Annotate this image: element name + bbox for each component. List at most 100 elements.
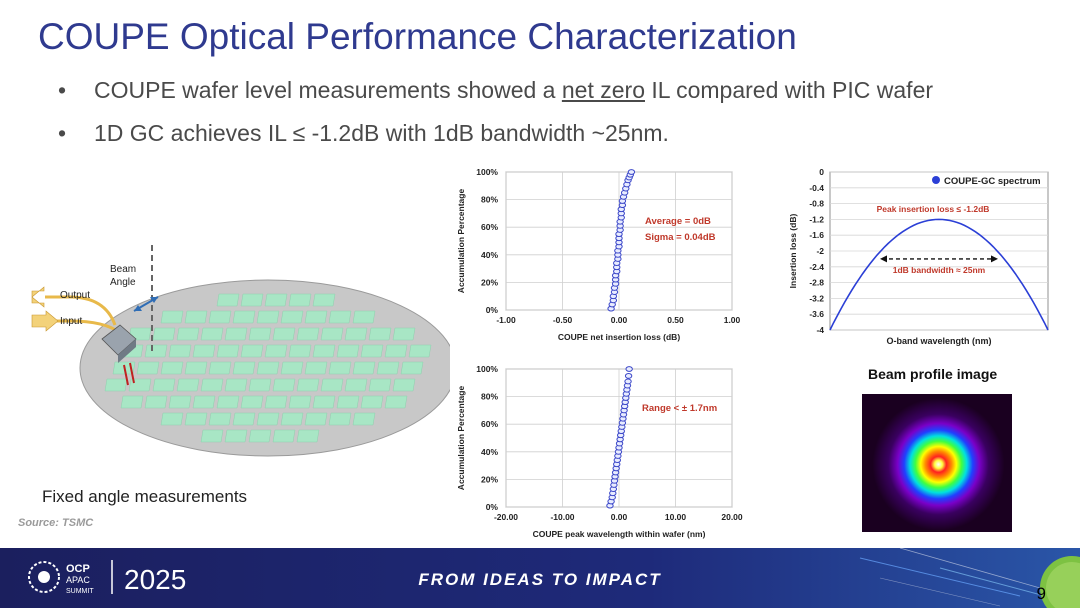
beam-label: Beam (110, 264, 136, 275)
slide-title: COUPE Optical Performance Characterizati… (38, 16, 797, 57)
arrowhead-icon (880, 255, 887, 263)
chart-insertion-loss-cdf: -1.00 -0.50 0.00 0.50 1.00 0% 20% 40% 60% 80% 100%… (456, 167, 741, 342)
die (168, 395, 192, 409)
data-point (624, 373, 633, 379)
y-tick-label: -1.2 (809, 214, 824, 224)
die (264, 395, 288, 409)
y-axis-label: Accumulation Percentage (456, 386, 466, 491)
y-tick-label: 20% (481, 277, 498, 287)
die (264, 344, 288, 358)
source-note: Source: TSMC (18, 517, 94, 529)
legend-label: COUPE-GC spectrum (944, 176, 1041, 187)
y-tick-label: 0 (819, 167, 824, 177)
die (224, 429, 248, 443)
die (296, 327, 320, 341)
die (400, 361, 424, 375)
arrowhead-icon (134, 305, 142, 311)
data-point (625, 366, 633, 372)
x-tick-label: -0.50 (553, 315, 573, 325)
die (312, 344, 336, 358)
die (176, 327, 200, 341)
y-tick-label: 40% (481, 447, 498, 457)
beam-profile-image (862, 394, 1012, 532)
die (312, 395, 336, 409)
die (160, 310, 184, 324)
die (200, 429, 224, 443)
y-tick-label: 40% (481, 250, 498, 260)
die (152, 327, 176, 341)
y-tick-label: 0% (486, 305, 499, 315)
die (280, 412, 304, 426)
die (120, 395, 144, 409)
die (344, 378, 368, 392)
y-tick-label: -2 (816, 246, 824, 256)
die (216, 395, 240, 409)
chart-annotation: Sigma = 0.04dB (645, 232, 716, 243)
die (256, 361, 280, 375)
die (224, 327, 248, 341)
input-arrow-icon (31, 310, 59, 332)
x-tick-label: 0.00 (611, 315, 628, 325)
die (288, 395, 312, 409)
x-tick-label: 10.00 (665, 512, 687, 522)
die (136, 361, 160, 375)
die (312, 293, 336, 307)
legend-marker (932, 176, 940, 184)
die (192, 395, 216, 409)
die (408, 344, 432, 358)
die (304, 310, 328, 324)
input-label: Input (60, 316, 82, 327)
die (160, 412, 184, 426)
output-arrow-icon (31, 286, 45, 308)
die (232, 310, 256, 324)
die (376, 361, 400, 375)
fixed-angle-caption: Fixed angle measurements (42, 487, 248, 506)
die (224, 378, 248, 392)
x-axis-label: COUPE peak wavelength within wafer (nm) (533, 529, 706, 539)
die (352, 412, 376, 426)
ocp-logo-icon (28, 561, 60, 593)
wafer-diagram: Beam Angle Output Input (31, 245, 450, 457)
die (296, 378, 320, 392)
bullet-2-text: 1D GC achieves IL ≤ -1.2dB with 1dB band… (94, 120, 669, 146)
peak-annotation: Peak insertion loss ≤ -1.2dB (877, 204, 990, 214)
y-tick-label: 100% (476, 364, 498, 374)
die (304, 412, 328, 426)
arrowhead-icon (150, 297, 158, 303)
arrowhead-icon (991, 255, 998, 263)
die (160, 361, 184, 375)
bullet-1-post: IL compared with PIC wafer (644, 77, 934, 103)
die (232, 412, 256, 426)
die (248, 378, 272, 392)
die (184, 412, 208, 426)
data-point (624, 378, 632, 385)
light-streaks (859, 548, 1061, 607)
logo-ocp: OCP (66, 563, 90, 575)
bullet-dot: • (58, 77, 67, 103)
x-axis-label: COUPE net insertion loss (dB) (558, 332, 680, 342)
y-tick-label: -0.4 (809, 183, 824, 193)
y-tick-label: -0.8 (809, 199, 824, 209)
die (240, 293, 264, 307)
bullet-1: • COUPE wafer level measurements showed a… (58, 77, 933, 104)
y-tick-label: -3.6 (809, 309, 824, 319)
bullet-dot: • (58, 120, 67, 146)
spectrum-line (829, 218, 1049, 331)
chart-peak-wavelength-cdf: -20.00 -10.00 0.00 10.00 20.00 0% 20% 40% 60% 80%… (456, 364, 743, 539)
die (368, 378, 392, 392)
die (152, 378, 176, 392)
die (240, 344, 264, 358)
die (384, 395, 408, 409)
y-tick-label: 60% (481, 419, 498, 429)
y-tick-label: -3.2 (809, 293, 824, 303)
die (144, 344, 168, 358)
die (200, 378, 224, 392)
die (392, 378, 416, 392)
die (168, 344, 192, 358)
die (232, 361, 256, 375)
die (328, 310, 352, 324)
page-number: 9 (1036, 584, 1046, 603)
x-tick-label: 1.00 (724, 315, 741, 325)
chart-annotation: Average = 0dB (645, 216, 711, 227)
die (288, 344, 312, 358)
